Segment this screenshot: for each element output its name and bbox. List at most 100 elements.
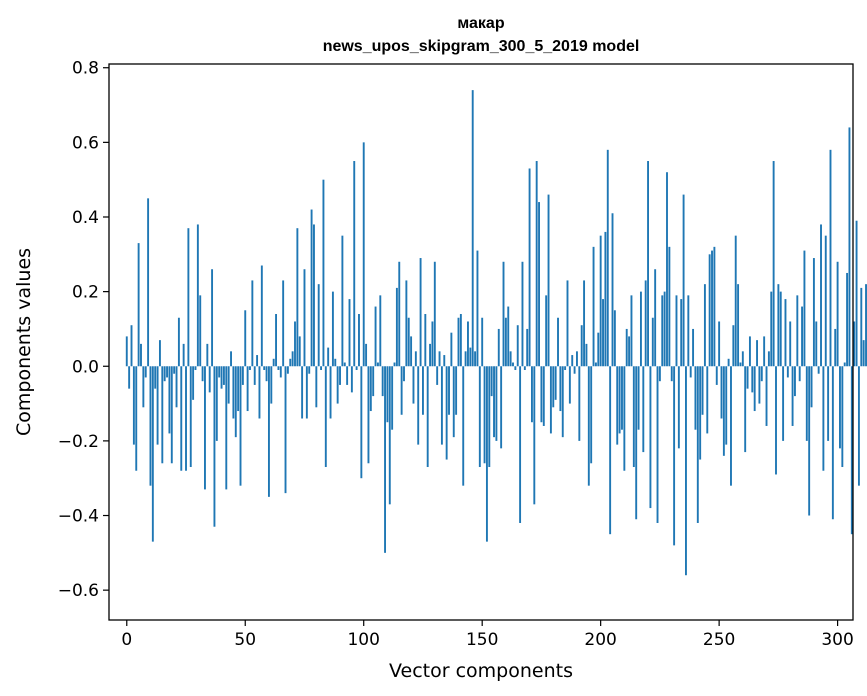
bar <box>168 366 171 434</box>
bar <box>822 366 825 471</box>
bar <box>369 366 372 412</box>
bar <box>751 366 754 393</box>
bar <box>367 366 370 464</box>
bar <box>682 194 685 367</box>
bar <box>576 351 578 367</box>
bar <box>613 310 616 367</box>
bar <box>213 366 216 527</box>
bar <box>405 280 408 367</box>
bar <box>253 366 256 385</box>
bar <box>315 366 318 408</box>
bar <box>820 224 822 367</box>
bar <box>132 366 135 445</box>
bar <box>422 366 424 415</box>
bar <box>839 366 841 449</box>
bar <box>365 343 368 367</box>
bar <box>540 366 543 423</box>
bar <box>535 161 538 367</box>
bar <box>812 258 815 367</box>
bar <box>763 336 766 367</box>
bar <box>685 366 687 576</box>
bar <box>355 366 358 370</box>
bar <box>782 366 785 441</box>
bar <box>334 358 337 367</box>
y-tick-label: 0.6 <box>72 133 99 153</box>
bar <box>393 362 396 367</box>
bar <box>279 366 282 378</box>
bar <box>772 161 775 367</box>
bar <box>791 366 794 426</box>
bar <box>206 343 209 367</box>
bar <box>765 366 768 426</box>
bar <box>661 295 664 367</box>
bar <box>177 317 180 367</box>
bar <box>232 366 235 419</box>
bar <box>128 366 131 389</box>
bar <box>270 366 273 404</box>
bar <box>350 366 353 393</box>
bar <box>609 366 612 535</box>
bar <box>841 366 844 468</box>
bar <box>296 228 299 367</box>
bar <box>670 366 673 382</box>
bar <box>346 366 349 385</box>
bar <box>587 366 590 486</box>
bar <box>322 179 325 367</box>
bar <box>559 366 562 412</box>
bar <box>339 366 341 385</box>
bar <box>286 366 289 374</box>
bar <box>635 366 638 520</box>
bar <box>808 366 811 516</box>
bar <box>137 243 140 367</box>
bar <box>680 299 683 367</box>
bar <box>419 258 422 367</box>
bar <box>284 366 287 494</box>
bar <box>604 231 607 367</box>
bar <box>523 366 526 370</box>
bar <box>433 261 436 367</box>
bar <box>414 351 417 367</box>
bar <box>241 366 244 385</box>
bar <box>810 366 813 408</box>
bar <box>649 366 652 509</box>
bar <box>552 366 555 408</box>
bar <box>784 299 787 367</box>
bar <box>623 366 626 471</box>
bar <box>798 366 801 382</box>
bar <box>803 250 806 367</box>
bar <box>227 366 230 404</box>
bar <box>779 291 782 367</box>
y-axis-label: Components values <box>13 248 35 436</box>
bar <box>566 280 569 367</box>
bar <box>239 366 242 486</box>
bar <box>343 362 346 367</box>
bar <box>853 321 856 367</box>
bar <box>545 295 548 367</box>
bar <box>204 366 206 490</box>
x-tick-label: 150 <box>466 630 498 650</box>
bar <box>528 168 531 367</box>
bar <box>827 366 830 441</box>
bar <box>711 250 713 367</box>
bar <box>130 325 133 367</box>
bar <box>573 366 576 374</box>
bar <box>580 325 583 367</box>
y-tick-label: −0.4 <box>58 507 99 527</box>
bar <box>597 332 600 367</box>
bar <box>512 362 514 367</box>
bar <box>630 295 633 367</box>
bar <box>668 246 671 367</box>
bar <box>400 366 403 415</box>
x-tick-label: 200 <box>584 630 616 650</box>
bar <box>824 235 827 367</box>
bar <box>327 347 330 367</box>
bar <box>272 358 275 367</box>
bar <box>384 366 386 553</box>
bar <box>298 336 301 367</box>
bar <box>554 366 557 400</box>
bar <box>687 295 690 367</box>
bar <box>144 366 147 378</box>
bar <box>189 366 192 468</box>
bar <box>495 366 498 441</box>
bar <box>320 366 323 370</box>
